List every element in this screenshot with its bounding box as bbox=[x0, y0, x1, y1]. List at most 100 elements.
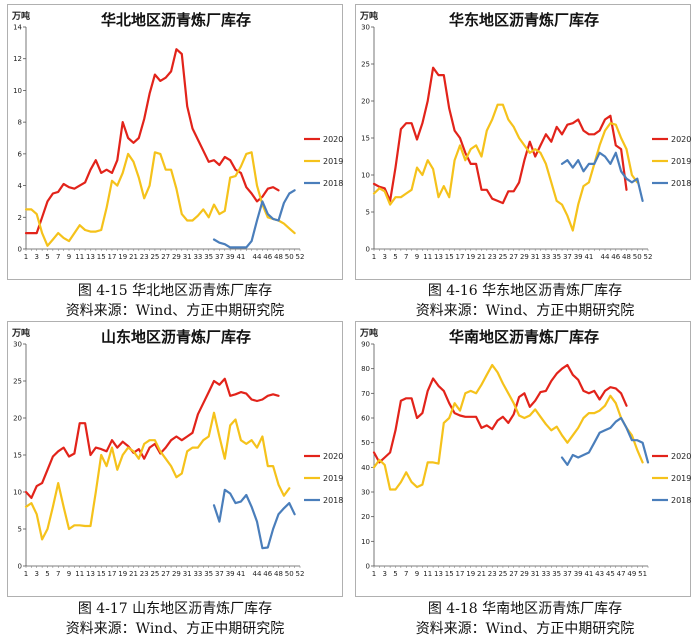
series-line-2019 bbox=[24, 411, 291, 541]
x-tick-label: 37 bbox=[563, 253, 572, 261]
x-tick-label: 50 bbox=[285, 253, 294, 261]
x-tick-label: 15 bbox=[445, 253, 454, 261]
x-tick-label: 39 bbox=[574, 570, 583, 578]
x-tick-label: 13 bbox=[434, 253, 443, 261]
series-line-2019 bbox=[24, 151, 296, 247]
series-line-2018 bbox=[212, 189, 296, 249]
x-tick-label: 52 bbox=[296, 253, 305, 261]
x-tick-label: 49 bbox=[627, 570, 636, 578]
x-tick-label: 43 bbox=[595, 570, 604, 578]
x-tick-label: 52 bbox=[296, 570, 305, 578]
x-tick-label: 25 bbox=[498, 570, 507, 578]
y-tick-label: 25 bbox=[13, 378, 22, 386]
x-tick-label: 9 bbox=[67, 253, 71, 261]
chart-panel-shandong: 山东地区沥青炼厂库存 万吨 0 5 10 15 20 25 30 1 3 5 7 9 11 13 15 17 19 2… bbox=[7, 321, 343, 597]
x-tick-label: 35 bbox=[204, 253, 213, 261]
y-tick-label: 15 bbox=[361, 135, 370, 143]
x-tick-label: 31 bbox=[183, 570, 192, 578]
legend-label-2020: 2020 bbox=[323, 452, 343, 461]
x-tick-label: 35 bbox=[552, 570, 561, 578]
x-tick-label: 19 bbox=[466, 570, 475, 578]
x-tick-label: 29 bbox=[520, 570, 529, 578]
x-tick-label: 3 bbox=[35, 253, 39, 261]
x-tick-label: 15 bbox=[97, 253, 106, 261]
x-tick-label: 7 bbox=[56, 570, 60, 578]
x-tick-label: 11 bbox=[75, 253, 84, 261]
x-tick-label: 35 bbox=[204, 570, 213, 578]
y-tick-label: 14 bbox=[13, 24, 22, 32]
y-unit-label: 万吨 bbox=[11, 327, 30, 339]
figure-caption-block: 图 4-17 山东地区沥青炼厂库存 资料来源：Wind、方正中期研究院 bbox=[0, 599, 350, 639]
x-tick-label: 39 bbox=[226, 253, 235, 261]
y-tick-label: 50 bbox=[361, 439, 370, 447]
y-tick-label: 10 bbox=[361, 172, 370, 180]
x-tick-label: 48 bbox=[274, 253, 283, 261]
y-tick-label: 30 bbox=[361, 489, 370, 497]
legend-label-2019: 2019 bbox=[323, 157, 343, 166]
figure-source: 资料来源：Wind、方正中期研究院 bbox=[65, 621, 285, 637]
chart-title: 山东地区沥青炼厂库存 bbox=[101, 328, 251, 346]
x-tick-label: 11 bbox=[75, 570, 84, 578]
y-unit-label: 万吨 bbox=[359, 327, 378, 339]
chart-title: 华南地区沥青炼厂库存 bbox=[449, 328, 599, 346]
figure-source: 资料来源：Wind、方正中期研究院 bbox=[415, 621, 635, 637]
x-tick-label: 23 bbox=[140, 570, 149, 578]
y-tick-label: 0 bbox=[18, 246, 22, 254]
x-tick-label: 3 bbox=[383, 253, 387, 261]
figure-caption: 图 4-17 山东地区沥青炼厂库存 bbox=[77, 601, 273, 617]
x-tick-label: 7 bbox=[404, 253, 408, 261]
y-tick-label: 10 bbox=[13, 87, 22, 95]
x-tick-label: 11 bbox=[423, 570, 432, 578]
x-tick-label: 41 bbox=[236, 253, 245, 261]
x-tick-label: 23 bbox=[488, 570, 497, 578]
x-tick-label: 15 bbox=[445, 570, 454, 578]
figure-source: 资料来源：Wind、方正中期研究院 bbox=[415, 303, 635, 319]
legend-label-2019: 2019 bbox=[323, 474, 343, 483]
x-tick-label: 46 bbox=[263, 570, 272, 578]
y-tick-label: 0 bbox=[366, 563, 370, 571]
x-tick-label: 44 bbox=[253, 570, 262, 578]
x-tick-label: 25 bbox=[498, 253, 507, 261]
x-tick-label: 39 bbox=[574, 253, 583, 261]
x-tick-label: 33 bbox=[541, 570, 550, 578]
x-tick-label: 9 bbox=[415, 570, 419, 578]
y-tick-label: 70 bbox=[361, 390, 370, 398]
x-tick-label: 39 bbox=[226, 570, 235, 578]
y-tick-label: 10 bbox=[361, 538, 370, 546]
x-tick-label: 15 bbox=[97, 570, 106, 578]
x-tick-label: 3 bbox=[35, 570, 39, 578]
chart-panel-huadong: 华东地区沥青炼厂库存 万吨 0 5 10 15 20 25 30 1 3 5 7 9 11 13 15 17 19 2… bbox=[355, 4, 691, 280]
x-tick-label: 47 bbox=[617, 570, 626, 578]
x-tick-label: 29 bbox=[172, 253, 181, 261]
x-tick-label: 44 bbox=[253, 253, 262, 261]
legend-label-2018: 2018 bbox=[671, 179, 691, 188]
x-tick-label: 46 bbox=[611, 253, 620, 261]
x-tick-label: 31 bbox=[183, 253, 192, 261]
legend-label-2019: 2019 bbox=[671, 474, 691, 483]
x-tick-label: 33 bbox=[193, 253, 202, 261]
figure-caption: 图 4-15 华北地区沥青炼厂库存 bbox=[77, 283, 273, 299]
legend-label-2019: 2019 bbox=[671, 157, 691, 166]
x-tick-label: 48 bbox=[274, 570, 283, 578]
y-tick-label: 60 bbox=[361, 415, 370, 423]
x-tick-label: 13 bbox=[434, 570, 443, 578]
x-tick-label: 51 bbox=[638, 570, 647, 578]
series-line-2020 bbox=[372, 363, 628, 464]
y-tick-label: 8 bbox=[18, 119, 22, 127]
x-tick-label: 29 bbox=[172, 570, 181, 578]
x-tick-label: 37 bbox=[215, 570, 224, 578]
x-tick-label: 19 bbox=[118, 253, 127, 261]
series-line-2020 bbox=[24, 377, 280, 499]
chart-panel-huanan: 华南地区沥青炼厂库存 万吨 0 10 20 30 40 50 60 70 80 90 1 3 5 7 9 11 13… bbox=[355, 321, 691, 597]
chart-title: 华北地区沥青炼厂库存 bbox=[101, 11, 251, 29]
x-tick-label: 13 bbox=[86, 253, 95, 261]
y-tick-label: 15 bbox=[13, 452, 22, 460]
series-line-2018 bbox=[212, 488, 296, 550]
x-tick-label: 9 bbox=[67, 570, 71, 578]
x-tick-label: 41 bbox=[236, 570, 245, 578]
x-tick-label: 17 bbox=[455, 570, 464, 578]
x-tick-label: 46 bbox=[263, 253, 272, 261]
